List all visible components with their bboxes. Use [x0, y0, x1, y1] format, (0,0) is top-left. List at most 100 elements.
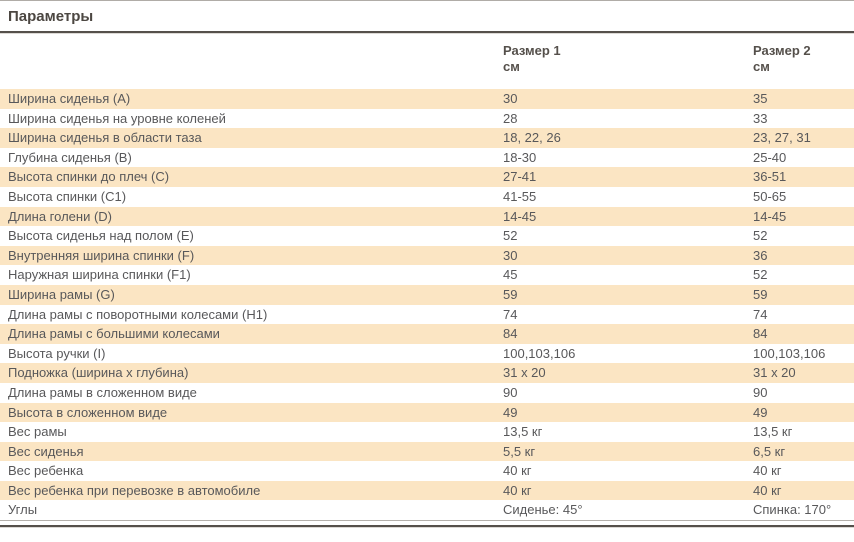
table-row: Вес сиденья 5,5 кг 6,5 кг — [0, 441, 854, 462]
row-label: Ширина сиденья на уровне коленей — [8, 110, 226, 126]
row-value-size1: 28 — [503, 110, 518, 126]
table-header: Размер 1 см Размер 2 см — [0, 33, 854, 89]
table-row: Углы Сиденье: 45° Спинка: 170° — [0, 500, 854, 521]
row-value-size1: 13,5 кг — [503, 424, 543, 440]
row-value-size2: 52 — [753, 267, 768, 283]
row-label: Вес ребенка при перевозке в автомобиле — [8, 482, 261, 498]
row-value-size1: 59 — [503, 286, 518, 302]
row-value-size2: 50-65 — [753, 188, 787, 204]
row-value-size2: 52 — [753, 228, 768, 244]
row-value-size1: Сиденье: 45° — [503, 502, 583, 518]
row-label: Высота в сложенном виде — [8, 404, 168, 420]
table-row: Высота спинки до плеч (С) 27-41 36-51 — [0, 167, 854, 187]
row-value-size1: 41-55 — [503, 188, 537, 204]
table-row: Высота ручки (I) 100,103,106 100,103,106 — [0, 343, 854, 364]
row-value-size2: 23, 27, 31 — [753, 130, 811, 146]
row-label: Глубина сиденья (В) — [8, 149, 132, 165]
table-row: Ширина сиденья (А) 30 35 — [0, 89, 854, 109]
row-label: Подножка (ширина х глубина) — [8, 365, 189, 381]
row-label: Наружная ширина спинки (F1) — [8, 267, 191, 283]
table-body: Ширина сиденья (А) 30 35 Ширина сиденья на … — [0, 89, 854, 521]
page-title: Параметры — [8, 8, 94, 25]
row-value-size2: 33 — [753, 110, 768, 126]
row-label: Длина рамы в сложенном виде — [8, 384, 197, 400]
table-row: Длина рамы с поворотными колесами (Н1) 74… — [0, 304, 854, 325]
row-value-size1: 27-41 — [503, 169, 537, 185]
row-value-size2: 40 кг — [753, 482, 782, 498]
row-value-size2: 40 кг — [753, 463, 782, 479]
row-value-size1: 100,103,106 — [503, 345, 576, 361]
table-row: Наружная ширина спинки (F1) 45 52 — [0, 265, 854, 285]
row-label: Длина рамы с поворотными колесами (Н1) — [8, 306, 268, 322]
row-value-size1: 14-45 — [503, 208, 537, 224]
row-label: Длина рамы с большими колесами — [8, 326, 220, 342]
row-value-size1: 18, 22, 26 — [503, 130, 561, 146]
table-row: Высота спинки (С1) 41-55 50-65 — [0, 186, 854, 207]
row-label: Ширина рамы (G) — [8, 286, 115, 302]
table-row: Высота сиденья над полом (Е) 52 52 — [0, 226, 854, 246]
row-value-size2: 6,5 кг — [753, 443, 786, 459]
row-label: Ширина сиденья в области таза — [8, 130, 202, 146]
row-value-size1: 40 кг — [503, 482, 532, 498]
column-header-size2-title: Размер 2 — [753, 43, 811, 58]
row-value-size1: 5,5 кг — [503, 443, 536, 459]
row-value-size1: 30 — [503, 247, 518, 263]
row-label: Высота сиденья над полом (Е) — [8, 228, 194, 244]
row-value-size1: 31 х 20 — [503, 365, 546, 381]
row-value-size2: 74 — [753, 306, 768, 322]
table-row: Ширина сиденья на уровне коленей 28 33 — [0, 108, 854, 129]
row-value-size1: 30 — [503, 91, 518, 106]
row-value-size2: 35 — [753, 91, 768, 106]
column-header-size2: Размер 2 см — [745, 33, 854, 89]
table-row: Внутренняя ширина спинки (F) 30 36 — [0, 245, 854, 266]
column-header-size2-unit: см — [753, 59, 770, 74]
row-value-size2: 36 — [753, 247, 768, 263]
row-label: Вес ребенка — [8, 463, 84, 479]
row-value-size2: Спинка: 170° — [753, 502, 832, 518]
table-row: Подножка (ширина х глубина) 31 х 20 31 х 2… — [0, 363, 854, 383]
row-value-size1: 45 — [503, 267, 518, 283]
column-header-size1-title: Размер 1 — [503, 43, 561, 58]
row-value-size2: 36-51 — [753, 169, 787, 185]
row-value-size2: 100,103,106 — [753, 345, 826, 361]
row-value-size2: 14-45 — [753, 208, 787, 224]
row-label: Внутренняя ширина спинки (F) — [8, 247, 195, 263]
row-value-size2: 90 — [753, 384, 768, 400]
row-value-size2: 31 х 20 — [753, 365, 796, 381]
row-value-size1: 74 — [503, 306, 518, 322]
table-row: Длина голени (D) 14-45 14-45 — [0, 206, 854, 227]
header-row: Размер 1 см Размер 2 см — [0, 33, 854, 89]
row-value-size2: 49 — [753, 404, 768, 420]
row-value-size1: 40 кг — [503, 463, 532, 479]
row-value-size1: 49 — [503, 404, 518, 420]
table-row: Длина рамы с большими колесами 84 84 — [0, 324, 854, 344]
row-value-size2: 13,5 кг — [753, 424, 793, 440]
section-title-bar: Параметры — [0, 1, 854, 33]
row-value-size2: 84 — [753, 326, 768, 342]
row-label: Ширина сиденья (А) — [8, 91, 131, 106]
row-value-size1: 52 — [503, 228, 518, 244]
column-header-size1: Размер 1 см — [495, 33, 745, 89]
table-row: Вес ребенка при перевозке в автомобиле 40… — [0, 480, 854, 501]
table-row: Ширина рамы (G) 59 59 — [0, 284, 854, 305]
parameters-table: Размер 1 см Размер 2 см Ширина сиденья (… — [0, 33, 854, 522]
row-value-size1: 18-30 — [503, 149, 537, 165]
row-label: Вес рамы — [8, 424, 67, 440]
row-value-size1: 90 — [503, 384, 518, 400]
table-row: Высота в сложенном виде 49 49 — [0, 402, 854, 423]
row-value-size2: 25-40 — [753, 149, 787, 165]
row-label: Вес сиденья — [8, 443, 84, 459]
row-label: Высота ручки (I) — [8, 345, 106, 361]
row-label: Высота спинки (С1) — [8, 188, 127, 204]
bottom-rule — [0, 525, 854, 528]
table-row: Ширина сиденья в области таза 18, 22, 26 2… — [0, 128, 854, 148]
table-row: Глубина сиденья (В) 18-30 25-40 — [0, 147, 854, 168]
column-header-size1-unit: см — [503, 59, 520, 74]
row-value-size1: 84 — [503, 326, 518, 342]
row-label: Углы — [8, 502, 38, 518]
table-row: Вес ребенка 40 кг 40 кг — [0, 461, 854, 481]
column-header-parameter — [0, 33, 495, 89]
row-value-size2: 59 — [753, 286, 768, 302]
table-row: Вес рамы 13,5 кг 13,5 кг — [0, 422, 854, 442]
